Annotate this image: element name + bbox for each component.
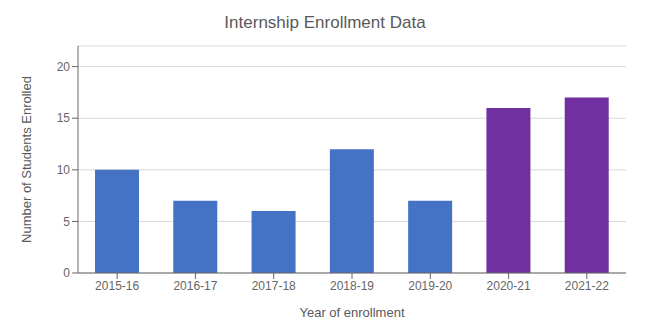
svg-text:2020-21: 2020-21 [487,279,531,293]
svg-text:20: 20 [57,60,71,74]
svg-text:0: 0 [63,266,70,280]
svg-text:2015-16: 2015-16 [95,279,139,293]
html-text:Internship Enrollment Data: Internship Enrollment Data [224,13,426,32]
svg-text:Number of Students Enrolled: Number of Students Enrolled [19,76,34,243]
svg-text:15: 15 [57,111,71,125]
svg-text:2018-19: 2018-19 [330,279,374,293]
svg-text:5: 5 [63,215,70,229]
svg-text:2016-17: 2016-17 [173,279,217,293]
svg-text:2021-22: 2021-22 [565,279,609,293]
svg-text:2019-20: 2019-20 [408,279,452,293]
svg-text:2017-18: 2017-18 [252,279,296,293]
svg-text:10: 10 [57,163,71,177]
svg-text:Year of enrollment: Year of enrollment [299,305,404,320]
